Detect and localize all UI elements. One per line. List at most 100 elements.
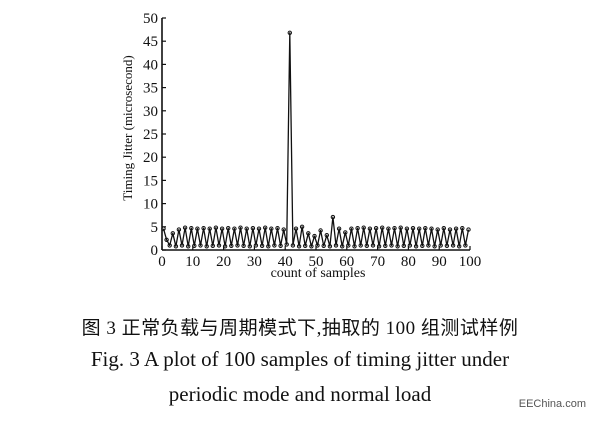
data-point-marker — [336, 226, 342, 231]
data-point-marker — [229, 243, 234, 249]
data-point-marker — [407, 243, 413, 248]
data-point-marker — [179, 243, 185, 248]
y-tick-label: 5 — [151, 220, 159, 236]
data-point-marker — [219, 226, 225, 231]
data-point-marker — [235, 243, 240, 248]
x-tick-label: 70 — [370, 254, 385, 270]
y-tick-label: 40 — [143, 57, 158, 73]
data-point-marker — [210, 243, 216, 249]
data-point-marker — [460, 226, 465, 231]
data-point-marker — [259, 243, 265, 249]
x-axis-ticks: 0 10 20 30 40 50 60 70 80 90 100 — [158, 246, 481, 270]
data-point-marker — [404, 226, 410, 231]
data-point-marker — [450, 243, 456, 248]
x-tick-label: 90 — [432, 254, 447, 270]
data-point-marker — [312, 233, 317, 239]
series-line — [162, 32, 470, 247]
data-point-marker — [170, 231, 176, 236]
data-point-marker — [420, 243, 425, 249]
data-point-marker — [266, 244, 271, 249]
data-point-marker — [367, 226, 373, 231]
jitter-chart: 0 5 10 15 20 25 30 35 40 45 50 0 10 20 30 40 50 60 70 80 90… — [120, 11, 481, 281]
data-point-marker — [278, 243, 283, 249]
y-tick-label: 30 — [143, 104, 158, 120]
data-point-marker — [373, 226, 379, 231]
data-point-marker — [226, 226, 231, 231]
x-tick-label: 30 — [247, 254, 262, 270]
data-point-marker — [256, 226, 262, 231]
data-point-marker — [269, 226, 274, 231]
data-point-marker — [309, 244, 314, 249]
data-point-marker — [423, 226, 428, 231]
data-point-marker — [361, 225, 366, 230]
data-point-marker — [321, 243, 326, 249]
data-point-marker — [364, 243, 369, 249]
data-point-marker — [186, 244, 191, 249]
data-point-marker — [324, 233, 329, 238]
data-point-marker — [232, 226, 237, 231]
data-point-marker — [290, 243, 296, 248]
data-point-marker — [327, 244, 333, 249]
x-tick-label: 60 — [339, 254, 354, 270]
y-tick-label: 0 — [151, 243, 159, 259]
data-point-marker — [389, 243, 394, 248]
data-point-marker — [182, 225, 188, 230]
series-markers — [161, 30, 471, 249]
data-point-marker — [343, 230, 348, 235]
data-point-marker — [296, 244, 302, 249]
x-tick-label: 50 — [309, 254, 324, 270]
y-tick-label: 45 — [143, 34, 158, 50]
x-tick-label: 80 — [401, 254, 416, 270]
data-point-marker — [346, 243, 351, 248]
data-point-marker — [299, 224, 305, 230]
data-point-marker — [315, 243, 320, 248]
data-point-marker — [410, 226, 416, 231]
data-point-marker — [380, 225, 385, 230]
data-point-marker — [330, 214, 336, 220]
data-point-marker — [438, 243, 443, 248]
data-point-marker — [355, 226, 360, 231]
data-point-marker — [395, 244, 400, 249]
data-point-marker — [358, 243, 363, 248]
y-axis-ticks: 0 5 10 15 20 25 30 35 40 45 50 — [143, 11, 166, 259]
data-point-marker — [426, 243, 431, 248]
data-point-marker — [222, 244, 228, 249]
y-tick-label: 50 — [143, 11, 158, 27]
data-point-marker — [275, 226, 280, 231]
x-tick-label: 0 — [158, 254, 166, 270]
y-tick-label: 25 — [143, 127, 158, 143]
data-point-marker — [303, 243, 308, 249]
data-point-marker — [376, 244, 382, 249]
data-point-marker — [429, 226, 434, 231]
data-point-marker — [306, 231, 311, 236]
data-point-marker — [386, 226, 391, 231]
data-point-marker — [201, 226, 206, 231]
data-point-marker — [287, 30, 292, 35]
data-point-marker — [417, 226, 422, 231]
data-point-marker — [176, 227, 182, 232]
watermark: EEChina.com — [518, 398, 586, 410]
data-point-marker — [189, 226, 194, 231]
data-point-marker — [241, 243, 246, 249]
data-point-marker — [263, 225, 268, 230]
data-point-marker — [340, 244, 345, 249]
data-point-marker — [398, 225, 403, 230]
data-point-marker — [370, 243, 376, 248]
x-axis-label: count of samples — [271, 266, 366, 281]
data-point-marker — [413, 244, 419, 249]
data-point-marker — [349, 226, 354, 231]
x-tick-label: 100 — [459, 254, 482, 270]
data-point-marker — [333, 243, 339, 248]
data-point-marker — [392, 226, 397, 231]
data-point-marker — [444, 243, 450, 249]
data-point-marker — [383, 243, 388, 249]
data-point-marker — [318, 228, 323, 233]
data-point-marker — [453, 226, 459, 231]
y-tick-label: 35 — [143, 81, 158, 97]
data-point-marker — [247, 244, 253, 249]
data-point-marker — [463, 243, 468, 248]
y-tick-label: 20 — [143, 150, 158, 166]
data-point-marker — [253, 243, 259, 248]
data-point-marker — [441, 226, 446, 231]
data-point-marker — [207, 226, 212, 231]
